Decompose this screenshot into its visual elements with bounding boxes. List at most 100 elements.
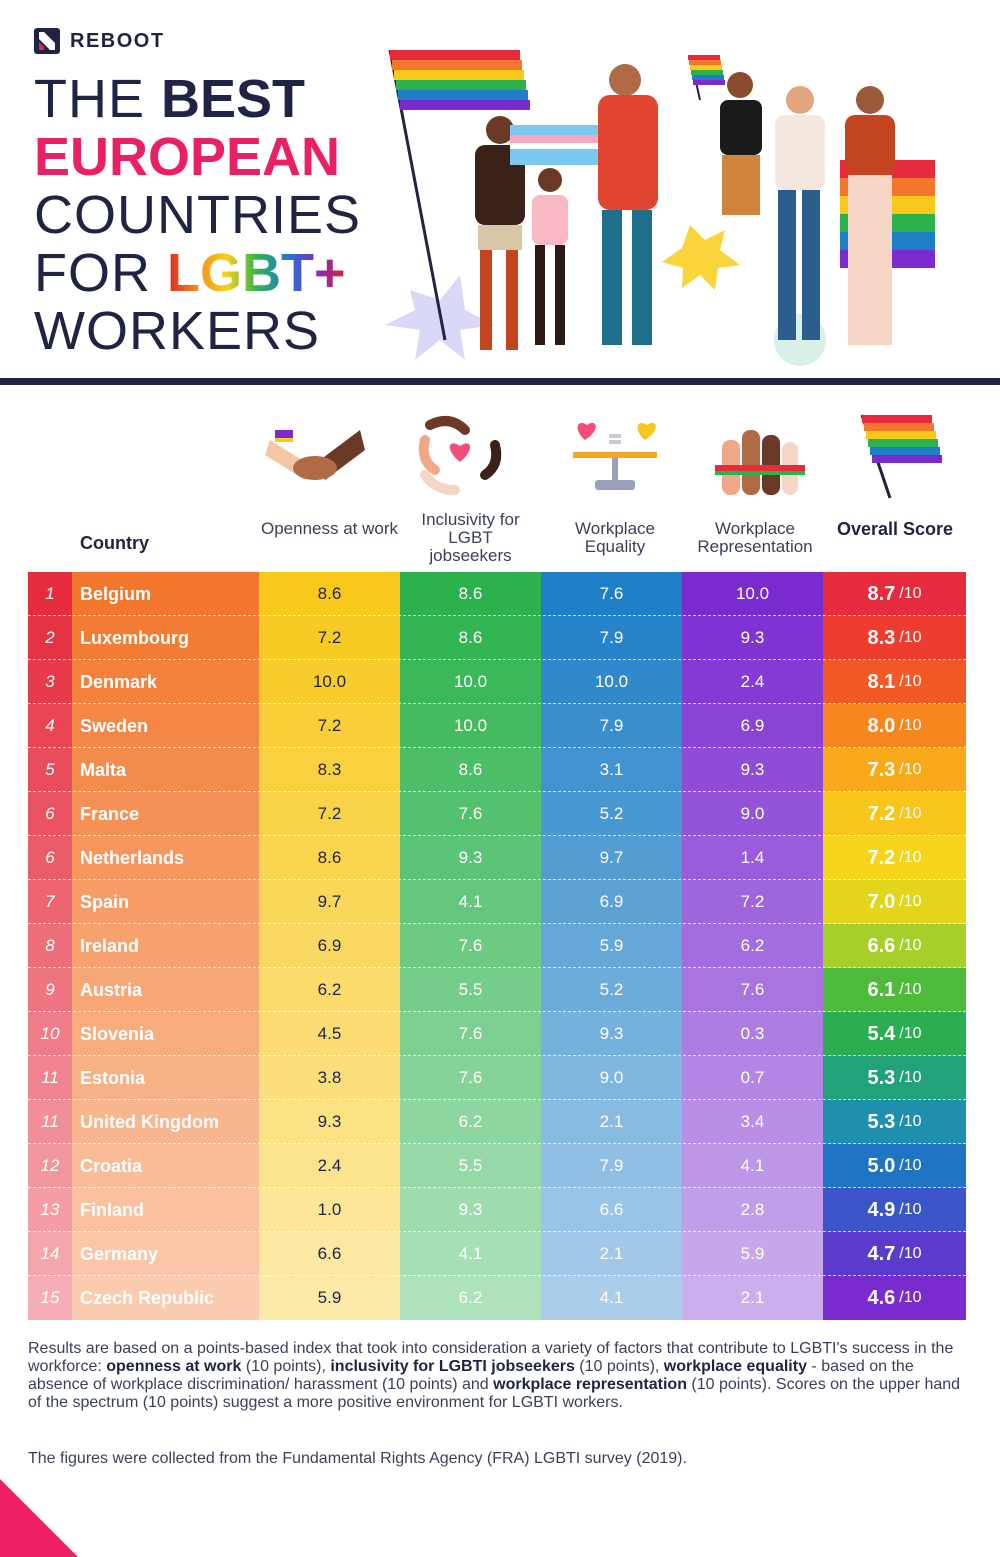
notes-bold-2: inclusivity for LGBTI jobseekers xyxy=(330,1358,575,1375)
inclusivity-cell: 6.2 xyxy=(400,1276,541,1320)
openness-cell: 2.4 xyxy=(259,1144,400,1188)
brand-logo: REBOOT xyxy=(34,28,165,54)
source-note: The figures were collected from the Fund… xyxy=(28,1450,687,1467)
overall-score-cell: 8.1/10 xyxy=(823,660,966,704)
overall-score-suffix: /10 xyxy=(899,981,922,998)
inclusivity-cell: 4.1 xyxy=(400,1232,541,1276)
equality-cell: 7.9 xyxy=(541,1144,682,1188)
overall-score-suffix: /10 xyxy=(899,761,922,778)
title-line1-light: THE xyxy=(34,69,162,129)
col-header-openness: Openness at work xyxy=(260,519,398,538)
table-row: 12 Croatia 2.4 5.5 7.9 4.1 5.0/10 xyxy=(28,1144,966,1188)
representation-cell: 2.4 xyxy=(682,660,823,704)
overall-score-value: 8.3 xyxy=(867,626,896,649)
equality-cell: 9.7 xyxy=(541,836,682,880)
overall-score-cell: 5.3/10 xyxy=(823,1056,966,1100)
representation-cell: 9.3 xyxy=(682,748,823,792)
openness-cell: 6.9 xyxy=(259,924,400,968)
openness-cell: 8.3 xyxy=(259,748,400,792)
overall-score-cell: 5.4/10 xyxy=(823,1012,966,1056)
representation-cell: 4.1 xyxy=(682,1144,823,1188)
overall-score-cell: 8.7/10 xyxy=(823,572,966,616)
inclusivity-cell: 7.6 xyxy=(400,1056,541,1100)
col-header-inclusivity: Inclusivity for LGBT jobseekers xyxy=(421,510,520,565)
overall-score-cell: 4.9/10 xyxy=(823,1188,966,1232)
table-row: 9 Austria 6.2 5.5 5.2 7.6 6.1/10 xyxy=(28,968,966,1012)
table-row: 6 Netherlands 8.6 9.3 9.7 1.4 7.2/10 xyxy=(28,836,966,880)
person-4 xyxy=(720,72,762,215)
overall-score-suffix: /10 xyxy=(899,1157,922,1174)
header-divider xyxy=(0,378,1000,385)
title-line4-rainbow: LGBT+ xyxy=(167,243,346,303)
rank-cell: 12 xyxy=(28,1144,72,1188)
table-row: 3 Denmark 10.0 10.0 10.0 2.4 8.1/10 xyxy=(28,660,966,704)
country-cell: Spain xyxy=(72,880,259,924)
equality-cell: 2.1 xyxy=(541,1100,682,1144)
table-row: 4 Sweden 7.2 10.0 7.9 6.9 8.0/10 xyxy=(28,704,966,748)
overall-score-value: 8.7 xyxy=(867,582,896,605)
handshake-icon xyxy=(265,430,365,480)
overall-score-value: 4.9 xyxy=(867,1198,896,1221)
rank-cell: 8 xyxy=(28,924,72,968)
overall-score-cell: 7.3/10 xyxy=(823,748,966,792)
country-cell: Sweden xyxy=(72,704,259,748)
table-row: 7 Spain 9.7 4.1 6.9 7.2 7.0/10 xyxy=(28,880,966,924)
overall-score-value: 5.4 xyxy=(867,1022,896,1045)
overall-score-suffix: /10 xyxy=(899,849,922,866)
openness-cell: 10.0 xyxy=(259,660,400,704)
equality-cell: 7.9 xyxy=(541,704,682,748)
equality-cell: 9.3 xyxy=(541,1012,682,1056)
table-row: 8 Ireland 6.9 7.6 5.9 6.2 6.6/10 xyxy=(28,924,966,968)
rank-cell: 3 xyxy=(28,660,72,704)
equality-cell: 7.6 xyxy=(541,572,682,616)
overall-score-cell: 7.2/10 xyxy=(823,836,966,880)
representation-cell: 2.1 xyxy=(682,1276,823,1320)
table-row: 13 Finland 1.0 9.3 6.6 2.8 4.9/10 xyxy=(28,1188,966,1232)
notes-text-3: (10 points), xyxy=(574,1358,664,1375)
table-row: 1 Belgium 8.6 8.6 7.6 10.0 8.7/10 xyxy=(28,572,966,616)
col-header-equality: Workplace Equality xyxy=(575,519,655,556)
country-cell: Slovenia xyxy=(72,1012,259,1056)
overall-score-value: 5.3 xyxy=(867,1066,896,1089)
overall-score-suffix: /10 xyxy=(899,717,922,734)
notes-bold-4: workplace representation xyxy=(493,1376,687,1393)
overall-score-cell: 5.0/10 xyxy=(823,1144,966,1188)
overall-score-cell: 8.3/10 xyxy=(823,616,966,660)
reboot-logo-icon xyxy=(34,28,60,54)
overall-score-suffix: /10 xyxy=(899,805,922,822)
inclusivity-cell: 8.6 xyxy=(400,572,541,616)
rank-cell: 5 xyxy=(28,748,72,792)
inclusivity-cell: 9.3 xyxy=(400,836,541,880)
overall-score-suffix: /10 xyxy=(899,585,922,602)
overall-score-suffix: /10 xyxy=(899,1069,922,1086)
equality-cell: 5.2 xyxy=(541,968,682,1012)
overall-score-suffix: /10 xyxy=(899,1025,922,1042)
table-row: 6 France 7.2 7.6 5.2 9.0 7.2/10 xyxy=(28,792,966,836)
equality-cell: 4.1 xyxy=(541,1276,682,1320)
openness-cell: 1.0 xyxy=(259,1188,400,1232)
rainbow-flag-icon xyxy=(860,414,942,499)
overall-score-cell: 6.1/10 xyxy=(823,968,966,1012)
overall-score-value: 7.2 xyxy=(867,802,896,825)
representation-cell: 1.4 xyxy=(682,836,823,880)
openness-cell: 8.6 xyxy=(259,836,400,880)
openness-cell: 6.6 xyxy=(259,1232,400,1276)
table-row: 2 Luxembourg 7.2 8.6 7.9 9.3 8.3/10 xyxy=(28,616,966,660)
title-line3: COUNTRIES xyxy=(34,185,362,245)
flag-left xyxy=(388,49,530,341)
person-5 xyxy=(775,86,825,340)
country-cell: Finland xyxy=(72,1188,259,1232)
rank-cell: 7 xyxy=(28,880,72,924)
pride-people-illustration xyxy=(385,49,935,366)
equality-cell: 5.2 xyxy=(541,792,682,836)
country-cell: Croatia xyxy=(72,1144,259,1188)
equality-cell: 5.9 xyxy=(541,924,682,968)
country-cell: Estonia xyxy=(72,1056,259,1100)
rank-cell: 4 xyxy=(28,704,72,748)
openness-cell: 4.5 xyxy=(259,1012,400,1056)
notes-text-4: - based on the absence of workplace disc… xyxy=(28,1358,914,1393)
overall-score-cell: 5.3/10 xyxy=(823,1100,966,1144)
corner-accent xyxy=(0,1479,78,1557)
representation-cell: 6.2 xyxy=(682,924,823,968)
flag-small xyxy=(688,54,725,101)
